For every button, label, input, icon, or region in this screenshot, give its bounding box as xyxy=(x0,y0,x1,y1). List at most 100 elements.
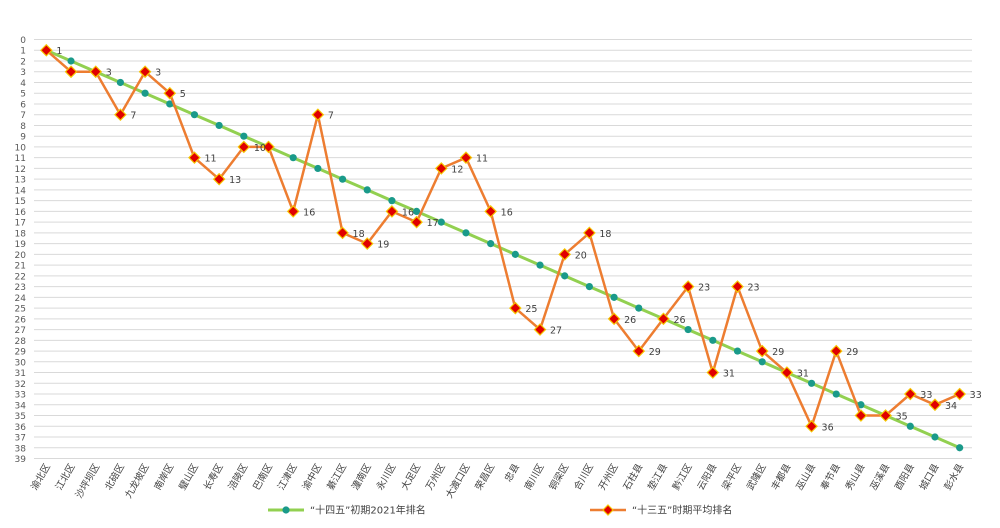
series-1-point xyxy=(462,229,470,237)
x-tick-label: 秀山县 xyxy=(843,462,868,493)
y-tick-label: 36 xyxy=(15,423,27,433)
series-1-point xyxy=(363,186,371,194)
series-2-point xyxy=(558,248,572,261)
series-1-point xyxy=(487,240,495,248)
series-2-point xyxy=(114,108,127,122)
series-1-point xyxy=(215,121,223,130)
data-label: 34 xyxy=(945,401,957,412)
plot-area xyxy=(39,43,967,452)
data-label: 16 xyxy=(303,207,315,218)
data-label: 26 xyxy=(624,315,636,326)
data-label: 5 xyxy=(180,89,186,100)
data-label: 33 xyxy=(920,390,932,401)
x-tick-label: 万州区 xyxy=(424,462,448,493)
series-2-point xyxy=(805,419,818,433)
series-2-point xyxy=(286,205,300,218)
x-tick-label: 渝中区 xyxy=(300,461,325,492)
series-1-point xyxy=(931,433,939,441)
series-1-point xyxy=(709,336,717,344)
x-tick-label: 铜梁区 xyxy=(547,461,572,492)
series-2-point xyxy=(138,65,152,79)
series-2-point xyxy=(681,280,695,293)
x-tick-label: 合川区 xyxy=(571,461,596,492)
x-tick-label: 大渡口区 xyxy=(443,461,473,500)
data-label: 31 xyxy=(797,369,809,380)
x-tick-label: 江北区 xyxy=(54,462,78,493)
data-label: 16 xyxy=(402,207,414,218)
data-label: 27 xyxy=(550,326,562,337)
series-2-point xyxy=(311,108,325,122)
series-1-point xyxy=(511,250,519,258)
series-1-point xyxy=(610,293,618,301)
series-2-point xyxy=(89,65,103,79)
x-tick-label: 大足区 xyxy=(399,461,424,492)
series-2-point xyxy=(731,280,744,293)
series-1-point xyxy=(190,111,199,119)
x-tick-label: 巴南区 xyxy=(250,461,275,492)
series-2-point xyxy=(780,366,794,379)
y-tick-label: 20 xyxy=(15,251,27,261)
data-label: 11 xyxy=(476,154,488,165)
x-tick-label: 石柱县 xyxy=(621,462,646,493)
series-line-2 xyxy=(45,49,961,428)
series-1-point xyxy=(758,358,766,366)
y-tick-label: 2 xyxy=(20,57,26,67)
data-label: 3 xyxy=(106,68,112,79)
y-tick-label: 16 xyxy=(15,208,27,218)
x-tick-label: 彭水县 xyxy=(942,462,967,493)
data-label: 3 xyxy=(155,68,161,79)
x-tick-label: 长寿区 xyxy=(201,461,226,492)
y-tick-label: 19 xyxy=(15,240,27,250)
series-2-point xyxy=(360,237,374,250)
x-tick-label: 酉阳县 xyxy=(893,462,917,492)
x-tick-label: 武隆区 xyxy=(744,461,769,492)
x-tick-label: 城口县 xyxy=(918,462,942,492)
series-2-point xyxy=(657,312,670,326)
series-1-point xyxy=(338,175,347,183)
data-label: 13 xyxy=(229,175,241,186)
y-tick-label: 21 xyxy=(15,262,26,272)
series-1-point xyxy=(388,197,396,205)
x-tick-label: 荣昌区 xyxy=(473,461,498,492)
y-axis-ticks: 0123456789101112131415161718192021222324… xyxy=(15,36,27,465)
legend-marker-1 xyxy=(282,506,290,514)
series-1-point xyxy=(437,218,445,226)
series-2-point xyxy=(903,387,917,401)
series-2-point xyxy=(607,312,621,326)
x-tick-label: 丰都县 xyxy=(769,462,794,493)
series-2-point xyxy=(706,366,720,379)
y-tick-label: 28 xyxy=(15,337,27,347)
data-label: 29 xyxy=(772,347,784,358)
series-2-point xyxy=(755,344,769,358)
series-1-point xyxy=(141,89,149,97)
series-1-point xyxy=(240,132,248,140)
y-tick-label: 4 xyxy=(20,79,26,89)
series-2-point xyxy=(434,162,448,175)
x-tick-label: 潼南区 xyxy=(349,461,374,492)
y-tick-label: 13 xyxy=(15,176,26,186)
legend-marker-2 xyxy=(602,504,614,516)
y-tick-label: 24 xyxy=(15,294,27,304)
y-tick-label: 12 xyxy=(15,165,26,175)
y-tick-label: 26 xyxy=(15,315,27,325)
y-tick-label: 14 xyxy=(15,186,27,196)
data-label: 31 xyxy=(723,369,735,380)
series-1-point xyxy=(832,390,840,398)
x-tick-label: 黔江区 xyxy=(670,461,695,492)
data-label: 7 xyxy=(328,111,334,122)
data-label: 17 xyxy=(427,218,439,229)
x-tick-label: 忠县 xyxy=(503,462,522,484)
legend-label-2: “十三五”时期平均排名 xyxy=(632,504,732,517)
data-label: 18 xyxy=(353,229,365,240)
data-label: 7 xyxy=(130,111,136,122)
data-label: 26 xyxy=(673,315,685,326)
y-tick-label: 30 xyxy=(15,358,27,368)
data-label: 16 xyxy=(501,207,513,218)
data-label: 10 xyxy=(254,143,266,154)
y-tick-label: 37 xyxy=(15,434,26,444)
data-label: 20 xyxy=(575,250,587,261)
series-2-point xyxy=(533,323,547,336)
